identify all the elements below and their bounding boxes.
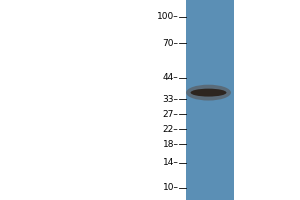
Ellipse shape <box>190 89 226 97</box>
Text: 10–: 10– <box>163 183 178 192</box>
Text: 70–: 70– <box>163 39 178 48</box>
Bar <box>186 0 234 200</box>
Text: 18–: 18– <box>163 140 178 149</box>
Text: 22–: 22– <box>163 125 178 134</box>
Text: 44–: 44– <box>163 73 178 82</box>
Ellipse shape <box>186 85 231 101</box>
Text: 14–: 14– <box>163 158 178 167</box>
Text: 100–: 100– <box>157 12 178 21</box>
Text: 27–: 27– <box>163 110 178 119</box>
Text: 33–: 33– <box>163 95 178 104</box>
